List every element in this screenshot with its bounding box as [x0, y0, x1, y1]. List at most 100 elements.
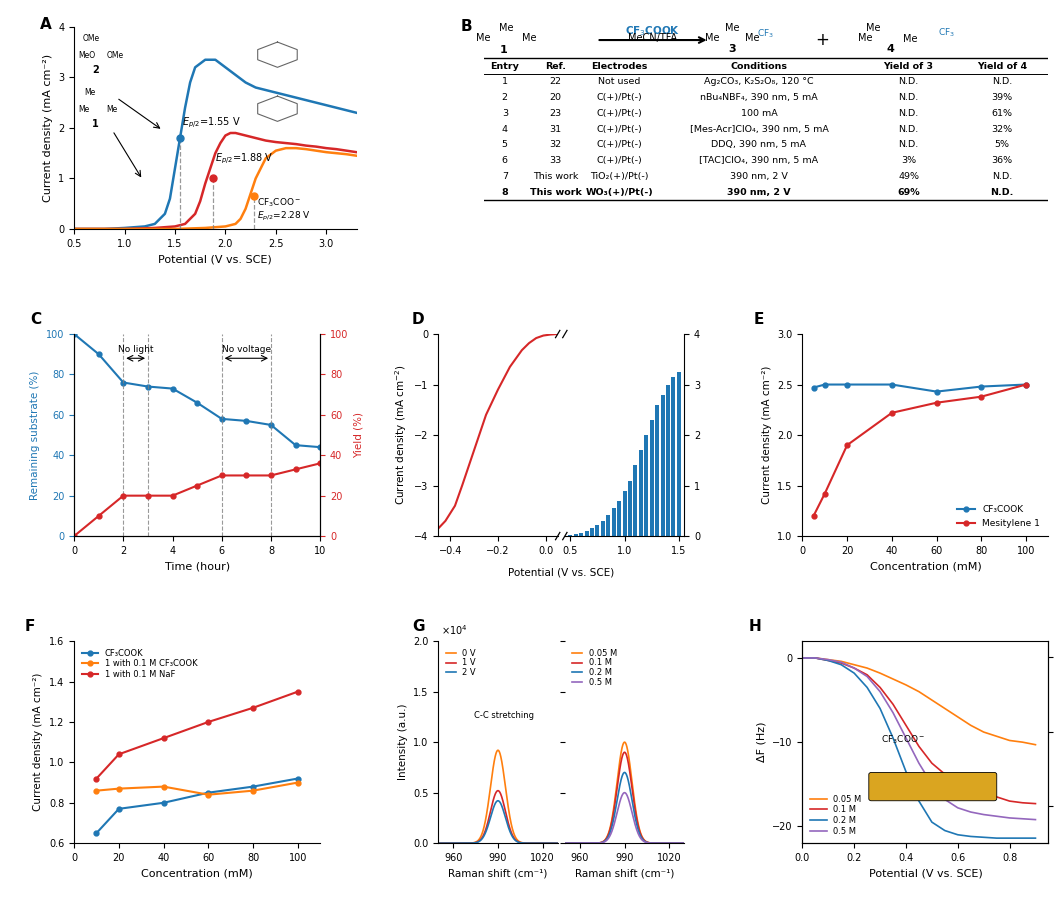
1 with 0.1 M CF₃COOK: [90, 785, 103, 796]
0.5 M: [558, 838, 571, 849]
0.1 M: [951, 777, 964, 788]
0.1 M: [938, 769, 951, 779]
0.05 M: [639, 835, 651, 846]
0.05 M: [834, 656, 847, 666]
1 with 0.1 M NaF: [202, 717, 215, 727]
0.1 M: [874, 682, 886, 692]
Text: 39%: 39%: [991, 93, 1012, 102]
Text: +: +: [815, 31, 829, 49]
0.1 M: [1003, 796, 1016, 806]
Text: 36%: 36%: [991, 156, 1012, 165]
0.05 M: [886, 674, 899, 684]
Bar: [666, 385, 670, 536]
0.05 M: [822, 654, 834, 665]
0.5 M: [589, 838, 602, 849]
Bar: [595, 525, 599, 536]
Text: Me: Me: [78, 105, 89, 114]
Bar: [671, 377, 676, 536]
Text: 4: 4: [886, 44, 894, 54]
0.5 M: [1029, 814, 1042, 825]
0.2 M: [558, 838, 571, 849]
0.05 M: [1003, 735, 1016, 745]
Text: E: E: [753, 312, 764, 327]
0.1 M: [834, 658, 847, 668]
2 V: [463, 838, 475, 849]
1 V: [453, 838, 466, 849]
Text: H: H: [749, 619, 761, 634]
Bar: [649, 420, 653, 536]
1 V: [511, 837, 524, 848]
0.05 M: [579, 838, 592, 849]
Bar: [606, 515, 610, 536]
Y-axis label: Remaining substrate (%): Remaining substrate (%): [31, 370, 40, 500]
0.5 M: [848, 663, 861, 674]
CF₃COOK: [157, 797, 169, 808]
1 V: [463, 838, 475, 849]
0.05 M: [1017, 736, 1029, 747]
Text: CF$_3$COO$^-$
$E_{p/2}$=2.28 V: CF$_3$COO$^-$ $E_{p/2}$=2.28 V: [256, 196, 310, 223]
0.5 M: [874, 686, 886, 697]
X-axis label: Potential (V vs. SCE): Potential (V vs. SCE): [159, 254, 272, 265]
0.5 M: [618, 788, 631, 798]
Bar: [612, 509, 615, 536]
X-axis label: Potential (V vs. SCE): Potential (V vs. SCE): [868, 868, 983, 878]
Mesitylene 1: [930, 397, 943, 408]
Text: 69%: 69%: [897, 187, 920, 196]
0.1 M: [648, 838, 661, 849]
0.5 M: [965, 806, 977, 817]
1 with 0.1 M CF₃COOK: [291, 777, 304, 788]
0.1 M: [1017, 797, 1029, 808]
0.1 M: [899, 720, 912, 731]
0.2 M: [848, 667, 861, 678]
Legend: CF₃COOK, 1 with 0.1 M CF₃COOK, 1 with 0.1 M NaF: CF₃COOK, 1 with 0.1 M CF₃COOK, 1 with 0.…: [78, 645, 201, 683]
CF₃COOK: [247, 781, 259, 792]
Text: 4: 4: [502, 125, 507, 134]
0.1 M: [579, 838, 592, 849]
Text: N.D.: N.D.: [898, 93, 919, 102]
0.2 M: [874, 703, 886, 714]
Y-axis label: Intensity (a.u.): Intensity (a.u.): [397, 704, 408, 780]
1 with 0.1 M CF₃COOK: [112, 783, 125, 794]
Text: C(+)/Pt(-): C(+)/Pt(-): [596, 125, 642, 134]
0.5 M: [629, 820, 642, 831]
Text: C(+)/Pt(-): C(+)/Pt(-): [596, 156, 642, 165]
Line: 2 V: 2 V: [438, 801, 558, 843]
Text: [TAC]ClO₄, 390 nm, 5 mA: [TAC]ClO₄, 390 nm, 5 mA: [699, 156, 819, 165]
CF₃COOK: [930, 387, 943, 397]
0.5 M: [951, 803, 964, 814]
0.05 M: [612, 762, 625, 773]
1 with 0.1 M NaF: [247, 702, 259, 713]
X-axis label: Concentration (mM): Concentration (mM): [869, 562, 982, 571]
CF₃COOK: [885, 379, 898, 390]
Text: G: G: [412, 619, 425, 634]
Text: A: A: [40, 17, 52, 31]
0.5 M: [1017, 814, 1029, 824]
CF₃COOK: [291, 773, 304, 784]
0.5 M: [861, 671, 874, 682]
Line: 0.5 M: 0.5 M: [564, 793, 684, 843]
0.5 M: [899, 733, 912, 744]
Text: Me: Me: [499, 23, 514, 33]
0.2 M: [796, 653, 809, 664]
Bar: [628, 481, 632, 536]
0.2 M: [822, 655, 834, 666]
0.2 M: [1003, 832, 1016, 843]
Text: N.D.: N.D.: [991, 77, 1012, 86]
Text: 23: 23: [550, 109, 561, 118]
Text: DDQ, 390 nm, 5 mA: DDQ, 390 nm, 5 mA: [712, 141, 807, 150]
0.1 M: [629, 806, 642, 817]
2 V: [502, 823, 515, 834]
0.1 M: [618, 747, 631, 758]
1 with 0.1 M NaF: [90, 773, 103, 784]
Text: Me: Me: [744, 33, 759, 43]
Text: 20: 20: [550, 93, 561, 102]
0.05 M: [990, 731, 1003, 742]
0 V: [491, 745, 504, 755]
Text: Me: Me: [858, 33, 873, 43]
Text: $E_{p/2}$=1.88 V: $E_{p/2}$=1.88 V: [215, 152, 274, 166]
0.1 M: [913, 741, 926, 752]
0.1 M: [886, 699, 899, 710]
0.2 M: [951, 830, 964, 840]
0.2 M: [809, 653, 822, 664]
Line: 1 with 0.1 M CF₃COOK: 1 with 0.1 M CF₃COOK: [94, 780, 300, 797]
